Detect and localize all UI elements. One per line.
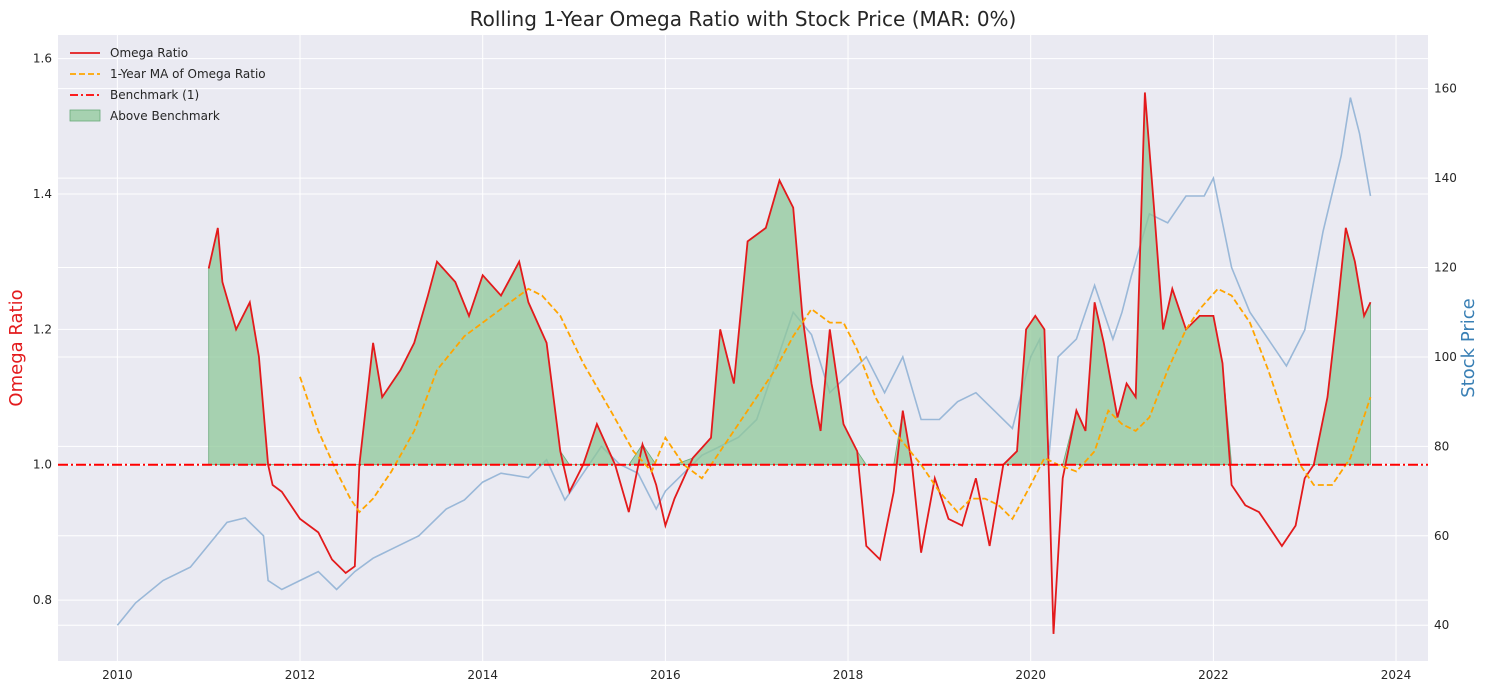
legend-label-3: Above Benchmark (110, 109, 220, 123)
y-left-tick-label-1.6: 1.6 (33, 52, 52, 66)
y-right-tick-label-80: 80 (1434, 439, 1449, 453)
y-right-tick-label-160: 160 (1434, 82, 1457, 96)
y-left-tick-label-1.0: 1.0 (33, 458, 52, 472)
y-left-tick-label-0.8: 0.8 (33, 593, 52, 607)
x-tick-label-2020: 2020 (1015, 668, 1046, 682)
series-layer (58, 92, 1428, 634)
x-tick-label-2022: 2022 (1198, 668, 1229, 682)
y-right-tick-label-140: 140 (1434, 171, 1457, 185)
x-tick-label-2014: 2014 (467, 668, 498, 682)
tick-labels: 2010 2012 2014 2016 2018 2020 2022 2024 0.8 1.0 1.… (33, 52, 1457, 682)
legend-swatch-above-benchmark (69, 109, 101, 122)
y-left-tick-label-1.2: 1.2 (33, 322, 52, 336)
y-right-tick-label-100: 100 (1434, 350, 1457, 364)
y-axis-label-left: Omega Ratio (6, 289, 27, 406)
y-left-tick-label-1.4: 1.4 (33, 187, 52, 201)
legend: Omega Ratio 1-Year MA of Omega Ratio Bench… (69, 46, 266, 123)
x-tick-label-2010: 2010 (102, 668, 133, 682)
y-right-tick-label-40: 40 (1434, 618, 1449, 632)
x-tick-label-2024: 2024 (1381, 668, 1412, 682)
chart-title: Rolling 1-Year Omega Ratio with Stock Pr… (470, 7, 1017, 31)
omega-ratio-line (207, 92, 1372, 634)
y-right-tick-label-60: 60 (1434, 529, 1449, 543)
legend-label-1: 1-Year MA of Omega Ratio (110, 67, 266, 81)
x-tick-label-2018: 2018 (833, 668, 864, 682)
x-tick-label-2012: 2012 (285, 668, 316, 682)
legend-label-0: Omega Ratio (110, 46, 188, 60)
legend-label-2: Benchmark (1) (110, 88, 199, 102)
y-right-tick-label-120: 120 (1434, 261, 1457, 275)
omega-ma-line (299, 287, 1372, 521)
y-axis-label-right: Stock Price (1458, 298, 1479, 397)
x-tick-label-2016: 2016 (650, 668, 681, 682)
